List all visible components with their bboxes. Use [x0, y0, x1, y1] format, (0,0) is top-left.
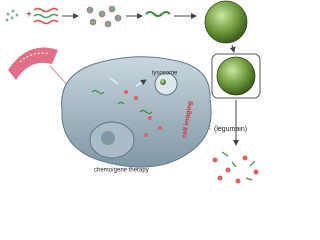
released-cargo — [212, 155, 259, 184]
plus-sign: + — [26, 10, 32, 21]
lysosome-label: lysosome — [152, 71, 178, 77]
nucleolus — [101, 131, 115, 145]
peptide — [145, 11, 171, 17]
intracellular-strands — [91, 89, 153, 115]
lysosome — [154, 72, 178, 96]
arrows — [109, 78, 146, 87]
nanoparticle — [216, 56, 256, 96]
internalized-nanoparticle — [160, 79, 166, 85]
arrow — [229, 44, 236, 53]
nanoparticle — [204, 0, 248, 44]
intracellular-cargo — [124, 90, 162, 137]
complexes — [86, 5, 122, 28]
zoom-box — [211, 53, 261, 99]
scheme: + ✂ (legumain) lysosome ce — [5, 0, 261, 184]
enzyme-label: (legumain) — [214, 126, 247, 133]
released-strands — [221, 151, 256, 181]
precursors — [5, 9, 19, 22]
therapy-label: chemo/gene therapy — [94, 168, 149, 174]
blood-vessel — [8, 47, 73, 91]
dna-strands — [33, 7, 59, 25]
